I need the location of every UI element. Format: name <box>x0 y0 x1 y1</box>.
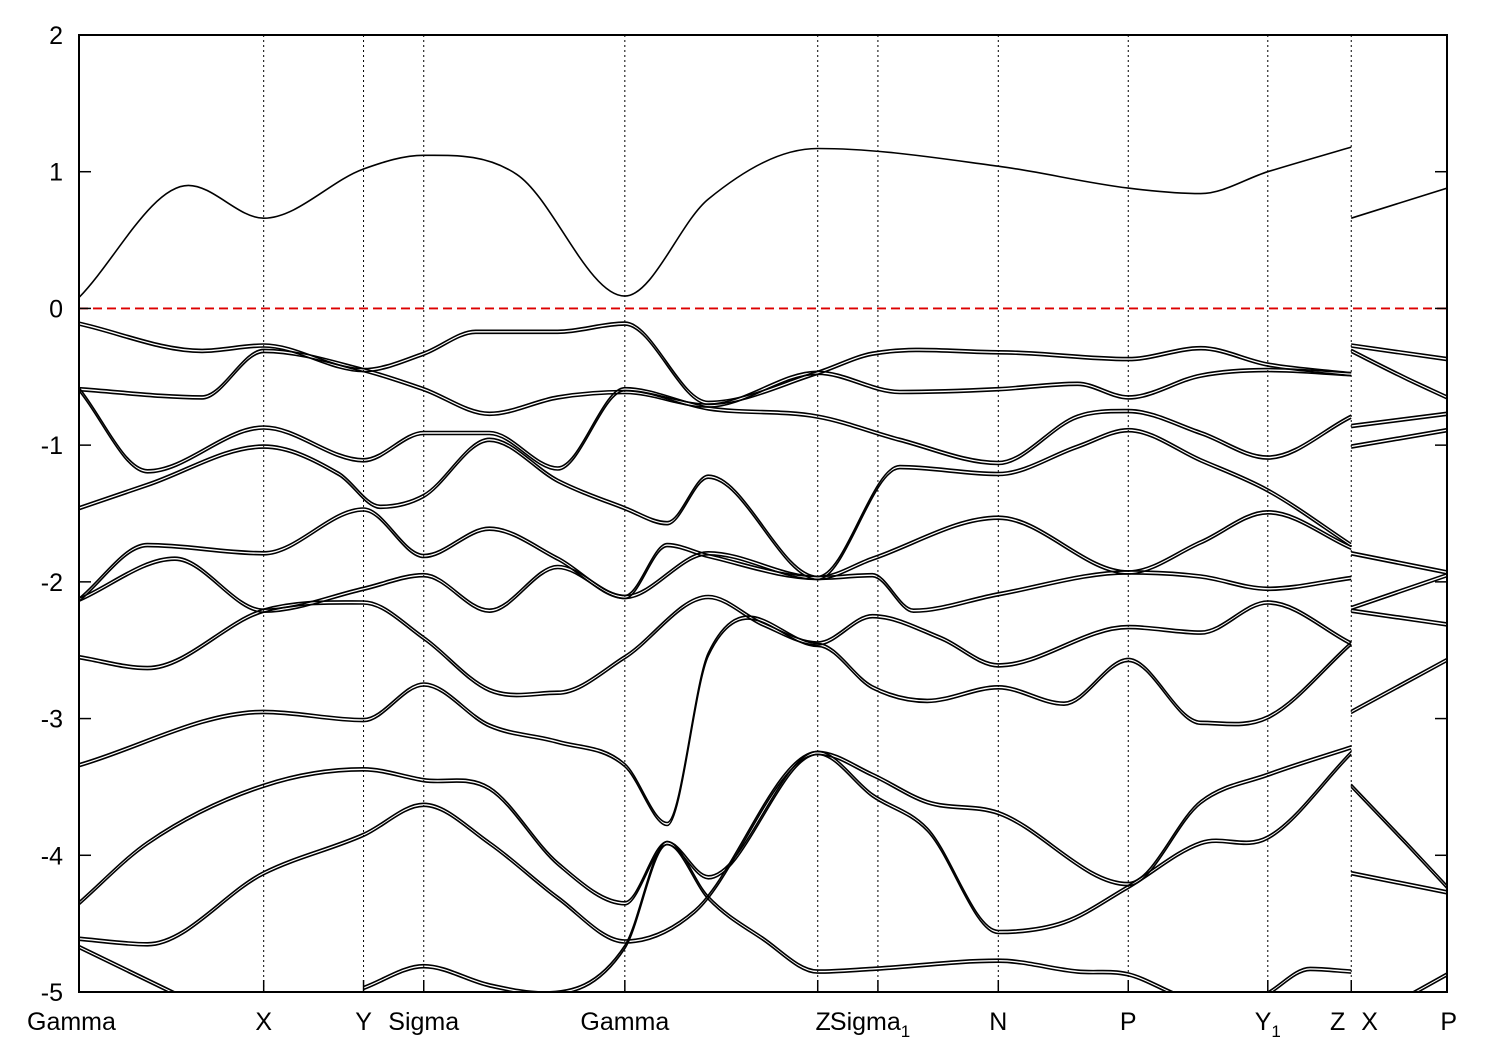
band-line <box>1351 551 1447 572</box>
band-line-split <box>1270 969 1352 992</box>
band-line <box>1350 783 1447 886</box>
band-line-split <box>79 753 1352 947</box>
band-line <box>363 840 1174 992</box>
x-tick-label-main: Gamma <box>580 1008 669 1036</box>
band-line-split <box>79 597 1352 698</box>
x-axis: Gamma X Y Sigma Gamma Z Sigma1 N P Y1 Z X P <box>27 980 1457 1041</box>
band-line <box>1350 187 1447 219</box>
band-line-split <box>1350 786 1447 889</box>
band-line-split <box>1350 351 1447 400</box>
band-line-split <box>1351 611 1447 627</box>
y-tick-label: -3 <box>41 706 63 734</box>
y-tick-label: 0 <box>49 295 63 323</box>
band-line-split <box>79 324 1352 406</box>
x-tick-label: Gamma <box>27 1008 116 1036</box>
x-tick-label-main: Z <box>815 1008 830 1036</box>
x-tick-label: X <box>1361 1008 1378 1036</box>
x-tick-label-main: N <box>989 1008 1007 1036</box>
x-tick-label: Gamma <box>580 1008 669 1036</box>
x-tick-label-main: Sigma <box>388 1008 459 1036</box>
band-line <box>79 427 1352 578</box>
bands <box>79 146 1447 992</box>
band-line-split <box>79 389 1352 474</box>
x-tick-label-sub: 1 <box>1271 1022 1280 1041</box>
x-tick-label: Sigma1 <box>830 1008 910 1041</box>
band-line <box>1412 972 1447 992</box>
band-line-split <box>1351 346 1447 362</box>
band-line-split <box>79 430 1352 581</box>
band-line-split <box>1350 660 1447 715</box>
y-tick-label: -2 <box>41 569 63 597</box>
band-line <box>79 745 1352 903</box>
band-line <box>79 615 1352 824</box>
x-tick-label-sub: 1 <box>901 1022 910 1041</box>
y-axis: -5 -4 -3 -2 -1 0 1 2 <box>41 22 1447 1007</box>
band-line <box>1350 348 1447 397</box>
band-line-split <box>1351 430 1447 449</box>
band-line-split <box>1351 873 1447 895</box>
band-line-split <box>1351 414 1447 429</box>
x-tick-label: P <box>1440 1008 1457 1036</box>
x-tick-label: Y1 <box>1255 1008 1281 1041</box>
band-line <box>1267 966 1352 992</box>
band-line <box>1351 411 1447 426</box>
x-tick-label: Z <box>815 1008 830 1036</box>
band-line-split <box>79 618 1352 827</box>
band-line <box>1351 608 1447 624</box>
x-tick-label-main: Sigma <box>830 1008 901 1036</box>
x-tick-label: Sigma <box>388 1008 459 1036</box>
band-line-split <box>363 843 1169 992</box>
band-line-split <box>79 947 171 992</box>
x-tick-label: Y <box>355 1008 372 1036</box>
y-tick-label: -4 <box>41 842 63 870</box>
band-line <box>1351 343 1447 359</box>
x-tick-label-main: Y <box>1255 1008 1272 1036</box>
band-line <box>79 507 1352 599</box>
x-tick-label-main: P <box>1440 1008 1457 1036</box>
band-line <box>79 146 1352 299</box>
band-line <box>79 542 1352 610</box>
high-symmetry-lines <box>263 35 1352 992</box>
x-tick-label-main: Z <box>1330 1008 1345 1036</box>
x-tick-label: Z <box>1330 1008 1345 1036</box>
band-line-split <box>79 510 1352 602</box>
plot-frame <box>78 34 1448 993</box>
x-tick-label: P <box>1120 1008 1137 1036</box>
band-line-split <box>1350 575 1447 611</box>
x-tick-label-main: P <box>1120 1008 1137 1036</box>
band-line-split <box>1351 554 1447 575</box>
band-line <box>79 750 1352 944</box>
band-line <box>1350 657 1447 712</box>
band-line <box>79 594 1352 695</box>
band-line-split <box>1416 975 1447 992</box>
band-line <box>79 944 176 992</box>
x-tick-label-main: Y <box>355 1008 372 1036</box>
band-line <box>1350 572 1447 608</box>
x-tick-label-main: Gamma <box>27 1008 116 1036</box>
band-line <box>79 386 1352 471</box>
band-line <box>1351 870 1447 892</box>
band-line <box>79 321 1352 403</box>
y-tick-label: 2 <box>49 22 63 50</box>
band-line-split <box>79 748 1352 906</box>
y-tick-label: 1 <box>49 159 63 187</box>
x-tick-label-main: X <box>1361 1008 1378 1036</box>
y-tick-label: -5 <box>41 979 63 1007</box>
y-tick-label: -1 <box>41 432 63 460</box>
x-tick-label: N <box>989 1008 1007 1036</box>
band-line-split <box>79 351 1352 417</box>
x-tick-label: X <box>255 1008 272 1036</box>
band-line <box>79 348 1352 414</box>
x-tick-label-main: X <box>255 1008 272 1036</box>
band-line <box>1351 427 1447 446</box>
